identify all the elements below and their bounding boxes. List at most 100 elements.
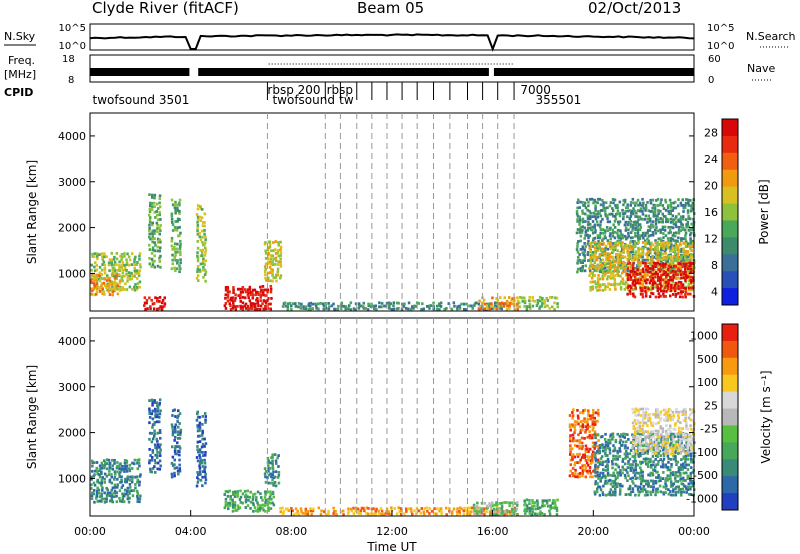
scatter-cell (582, 453, 585, 457)
scatter-cell (644, 438, 647, 441)
scatter-cell (493, 304, 497, 308)
ytick-label: 4000 (58, 335, 86, 348)
scatter-cell (102, 281, 106, 285)
scatter-cell (515, 507, 519, 511)
scatter-cell (349, 507, 353, 511)
scatter-cell (277, 260, 280, 264)
scatter-cell (674, 457, 677, 461)
scatter-cell (223, 493, 226, 496)
scatter-cell (127, 255, 131, 259)
scatter-cell (159, 224, 162, 227)
scatter-cell (611, 207, 614, 210)
scatter-cell (649, 440, 652, 444)
scatter-cell (520, 296, 524, 300)
scatter-cell (616, 266, 620, 269)
scatter-cell (647, 460, 650, 464)
scatter-cell (584, 425, 587, 429)
scatter-cell (669, 485, 673, 488)
scatter-cell (674, 289, 677, 293)
scatter-cell (115, 282, 119, 286)
scatter-cell (669, 490, 672, 493)
scatter-cell (282, 302, 286, 305)
colorbar-swatch (722, 288, 738, 306)
scatter-cell (588, 226, 592, 230)
scatter-cell (621, 248, 624, 251)
scatter-cell (588, 245, 591, 248)
scatter-cell (640, 252, 643, 256)
scatter-cell (428, 512, 431, 515)
scatter-cell (632, 279, 635, 282)
scatter-cell (623, 436, 626, 439)
scatter-cell (158, 256, 161, 260)
scatter-cell (614, 274, 617, 277)
scatter-cell (154, 415, 157, 419)
scatter-cell (516, 504, 519, 507)
scatter-cell (657, 212, 660, 215)
scatter-cell (121, 286, 125, 289)
scatter-cell (119, 481, 122, 484)
scatter-cell (613, 285, 617, 288)
scatter-cell (653, 206, 657, 210)
scatter-cell (111, 293, 114, 297)
scatter-cell (649, 226, 652, 229)
scatter-cell (123, 263, 126, 267)
scatter-cell (633, 244, 637, 248)
scatter-cell (490, 512, 493, 516)
scatter-cell (148, 229, 151, 232)
scatter-cell (120, 276, 124, 280)
scatter-cell (627, 247, 630, 250)
scatter-cell (178, 469, 182, 473)
scatter-cell (679, 266, 682, 269)
scatter-cell (684, 438, 688, 442)
scatter-cell (665, 465, 668, 469)
scatter-cell (523, 499, 526, 503)
scatter-cell (110, 495, 113, 498)
scatter-cell (598, 485, 602, 489)
scatter-cell (151, 302, 155, 306)
scatter-cell (176, 445, 179, 449)
scatter-cell (614, 468, 617, 472)
scatter-cell (635, 211, 638, 215)
scatter-cell (102, 290, 106, 294)
scatter-cell (689, 487, 692, 491)
scatter-cell (606, 266, 610, 269)
scatter-cell (644, 479, 647, 483)
scatter-cell (201, 423, 204, 426)
scatter-cell (592, 469, 595, 473)
scatter-cell (196, 246, 200, 250)
scatter-cell (655, 463, 658, 467)
scatter-cell (689, 264, 692, 268)
scatter-cell (423, 507, 426, 510)
scatter-cell (664, 452, 667, 456)
scatter-cell (675, 225, 678, 229)
scatter-cell (516, 307, 519, 311)
scatter-cell (174, 269, 177, 273)
scatter-cell (435, 308, 439, 311)
scatter-cell (677, 485, 680, 489)
scatter-cell (626, 433, 629, 436)
scatter-cell (649, 233, 653, 237)
scatter-cell (604, 258, 608, 261)
scatter-cell (231, 503, 235, 506)
scatter-cell (359, 509, 363, 513)
scatter-cell (203, 470, 206, 474)
scatter-cell (279, 245, 283, 249)
scatter-cell (102, 260, 106, 264)
scatter-cell (128, 274, 132, 278)
scatter-cell (226, 288, 230, 292)
scatter-cell (634, 226, 638, 230)
scatter-cell (447, 302, 450, 305)
scatter-cell (287, 509, 291, 512)
scatter-cell (633, 452, 637, 455)
scatter-cell (234, 293, 237, 297)
scatter-cell (267, 257, 270, 261)
scatter-cell (594, 451, 597, 455)
scatter-cell (681, 437, 685, 441)
scatter-cell (618, 282, 622, 286)
scatter-cell (663, 265, 667, 268)
scatter-cell (96, 486, 99, 490)
scatter-cell (647, 482, 650, 485)
scatter-cell (249, 293, 252, 297)
scatter-cell (653, 211, 657, 215)
scatter-cell (604, 465, 608, 469)
